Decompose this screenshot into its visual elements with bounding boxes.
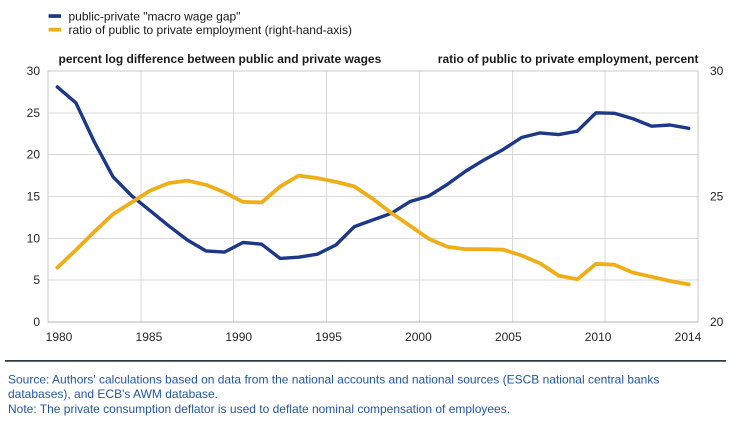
svg-text:1985: 1985	[136, 330, 163, 344]
svg-text:1980: 1980	[46, 330, 73, 344]
svg-text:1995: 1995	[315, 330, 342, 344]
svg-text:ratio of public to private emp: ratio of public to private employment (r…	[69, 23, 352, 37]
svg-text:public-private "macro wage gap: public-private "macro wage gap"	[69, 9, 241, 23]
svg-text:2005: 2005	[495, 330, 522, 344]
svg-text:10: 10	[27, 231, 41, 245]
svg-text:15: 15	[27, 190, 41, 204]
svg-text:2010: 2010	[585, 330, 612, 344]
svg-text:1990: 1990	[225, 330, 252, 344]
svg-text:databases), and ECB's AWM data: databases), and ECB's AWM database.	[8, 387, 218, 401]
svg-text:ratio of public to private emp: ratio of public to private employment, p…	[438, 52, 699, 66]
svg-text:percent log difference between: percent log difference between public an…	[59, 52, 382, 66]
svg-text:Source: Authors' calculations: Source: Authors' calculations based on d…	[8, 373, 659, 387]
svg-text:20: 20	[27, 148, 41, 162]
svg-text:25: 25	[27, 106, 41, 120]
svg-text:2000: 2000	[405, 330, 432, 344]
svg-text:30: 30	[710, 64, 724, 78]
svg-text:25: 25	[710, 190, 724, 204]
svg-text:Note: The private consumption: Note: The private consumption deflator i…	[8, 402, 510, 416]
svg-text:2014: 2014	[675, 330, 702, 344]
svg-text:5: 5	[33, 273, 40, 287]
svg-text:30: 30	[27, 64, 41, 78]
svg-text:20: 20	[710, 315, 724, 329]
svg-text:0: 0	[33, 315, 40, 329]
